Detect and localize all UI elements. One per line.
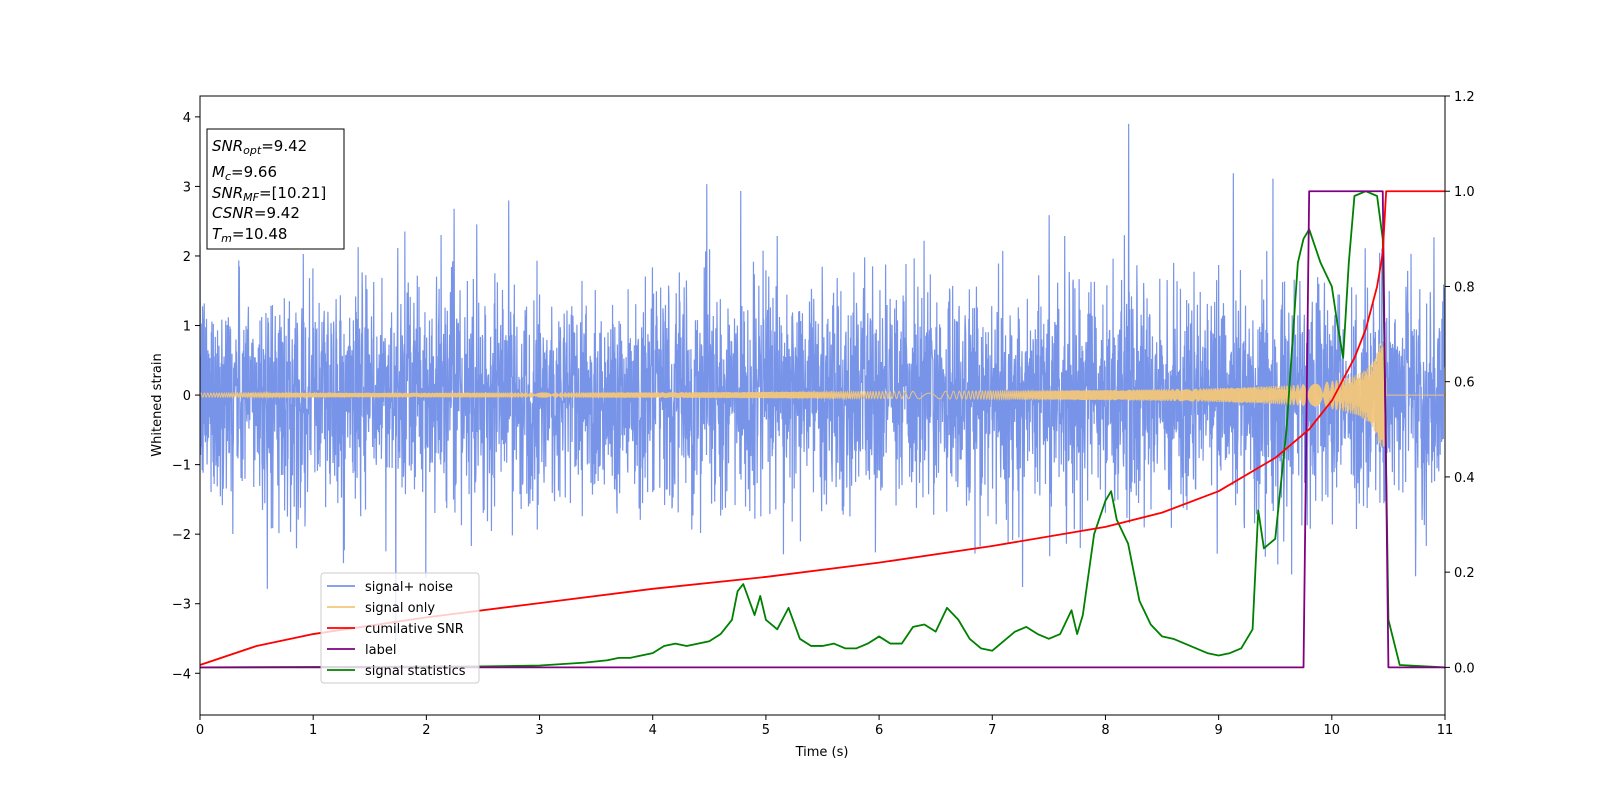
x-tick-label: 0 [196,723,204,738]
x-tick-label: 1 [309,723,317,738]
y2-tick-label: 1.2 [1454,90,1475,105]
y2-tick-label: 0.8 [1454,280,1475,295]
info-csnr: CSNR=9.42 [212,204,300,222]
series-signal-noise-line [200,123,1445,642]
x-tick-label: 6 [875,723,883,738]
y2-tick-label: 0.2 [1454,566,1475,581]
x-tick-label: 11 [1437,723,1454,738]
x-tick-label: 2 [422,723,430,738]
info-mc: Mc=9.66 [212,163,277,183]
ticks-layer: 0 1 2 3 4 5 6 7 8 9 10 1143210−1−2−3−41.21.00.80.60… [172,90,1475,738]
axes-frame [199,95,1446,716]
y-tick-label: 2 [183,250,191,265]
legend-label: label [365,643,396,658]
y2-tick-label: 1.0 [1454,185,1475,200]
info-snr-opt: SNRopt=9.42 [212,137,307,157]
series-signal-only-line [200,342,1445,448]
x-tick-label: 8 [1101,723,1109,738]
y-tick-label: −2 [172,528,191,543]
x-tick-label: 9 [1214,723,1222,738]
y2-tick-label: 0.0 [1454,661,1475,676]
x-tick-label: 4 [649,723,657,738]
plot-area [199,95,1446,716]
legend-label: cumilative SNR [365,622,464,637]
series-layer [200,123,1445,669]
y-tick-label: −1 [172,459,191,474]
y2-tick-label: 0.4 [1454,471,1475,486]
x-tick-label: 5 [762,723,770,738]
y-tick-label: 3 [183,180,191,195]
x-tick-label: 3 [535,723,543,738]
legend-frame [320,572,480,684]
info-tm: Tm=10.48 [212,225,287,245]
y-tick-label: 1 [183,320,191,335]
series-signal-statistics-line [200,190,1445,669]
x-tick-label: 7 [988,723,996,738]
y-axis-label: Whitened strain [150,353,165,456]
series-label-line [200,190,1445,669]
legend-items: signal+ noise signal only cumilative SNR la… [327,580,466,679]
y-tick-label: 4 [183,111,191,126]
y-tick-label: −3 [172,598,191,613]
legend: signal+ noise signal only cumilative SNR la… [320,572,480,684]
y2-tick-label: 0.6 [1454,376,1475,391]
info-box: SNRopt=9.42 Mc=9.66 SNRMF=[10.21] CSNR=9… [206,128,345,250]
legend-label: signal+ noise [365,580,453,595]
y-tick-label: −4 [172,667,191,682]
legend-label: signal statistics [365,664,466,679]
y-tick-label: 0 [183,389,191,404]
info-box-frame [206,128,345,250]
info-snr-mf: SNRMF=[10.21] [212,184,326,204]
x-tick-label: 10 [1324,723,1341,738]
legend-label: signal only [365,601,435,616]
x-axis-label: Time (s) [795,745,849,760]
